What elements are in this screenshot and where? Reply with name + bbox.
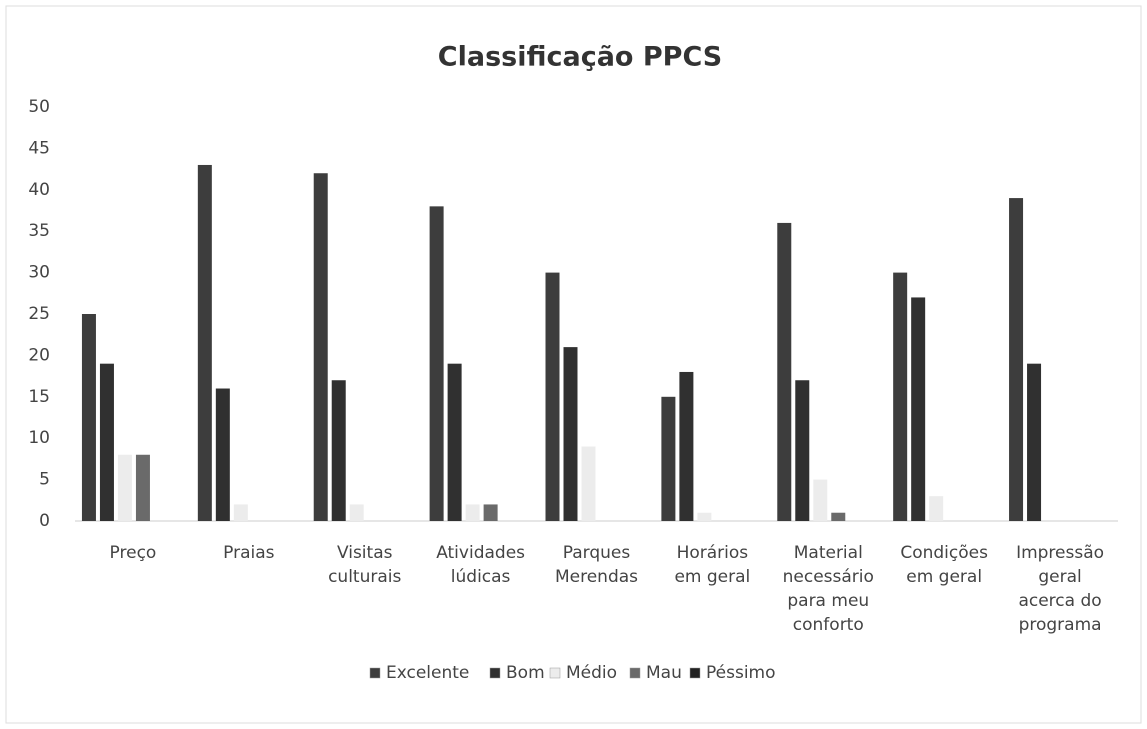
bar <box>447 363 462 521</box>
y-tick-label: 25 <box>28 304 50 324</box>
chart-title: Classificação PPCS <box>438 42 722 73</box>
legend-swatch <box>549 667 561 679</box>
y-tick-label: 35 <box>28 221 50 241</box>
bar <box>1009 198 1024 521</box>
x-tick-label: Parques Merendas <box>555 543 638 587</box>
bar <box>215 388 230 521</box>
bar <box>135 454 150 521</box>
bar <box>465 504 480 521</box>
legend-swatch <box>629 667 641 679</box>
bar <box>99 363 114 521</box>
x-tick-label: Praias <box>223 543 275 563</box>
bar <box>117 454 132 521</box>
legend-label: Mau <box>646 663 682 683</box>
bar <box>483 504 498 521</box>
bar <box>813 479 828 521</box>
y-tick-label: 40 <box>28 180 50 200</box>
y-tick-label: 0 <box>39 511 50 531</box>
y-tick-label: 15 <box>28 387 50 407</box>
legend-label: Bom <box>506 663 545 683</box>
y-tick-label: 20 <box>28 345 50 365</box>
x-tick-label: Visitas culturais <box>328 543 401 587</box>
bar <box>233 504 248 521</box>
x-tick-label: Impressão geral acerca do programa <box>1016 543 1104 635</box>
bar <box>197 164 212 521</box>
bar <box>545 272 560 521</box>
bar <box>429 206 444 522</box>
y-tick-label: 30 <box>28 263 50 283</box>
x-tick-label: Preço <box>110 543 157 563</box>
legend-label: Péssimo <box>706 663 776 683</box>
y-tick-label: 5 <box>39 470 50 490</box>
bar <box>893 272 908 521</box>
x-tick-label: Condições em geral <box>900 543 988 587</box>
bar <box>929 496 944 521</box>
bar <box>831 512 846 521</box>
bar <box>331 380 346 521</box>
y-tick-label: 50 <box>28 97 50 117</box>
bar <box>795 380 810 521</box>
bar <box>313 173 328 522</box>
bar <box>777 222 792 522</box>
x-tick-label: Material necessário para meu conforto <box>783 543 874 635</box>
bar <box>563 347 578 521</box>
legend-swatch <box>489 667 501 679</box>
y-tick-label: 10 <box>28 428 50 448</box>
bar <box>679 371 694 521</box>
x-tick-label: Atividades lúdicas <box>436 543 525 587</box>
y-tick-label: 45 <box>28 138 50 158</box>
bar <box>697 512 712 521</box>
bar <box>81 314 96 521</box>
bar <box>349 504 364 521</box>
bar <box>581 446 596 521</box>
bar <box>661 396 676 521</box>
legend-swatch <box>369 667 381 679</box>
bar <box>1027 363 1042 521</box>
legend-label: Médio <box>566 663 617 683</box>
bar <box>911 297 926 521</box>
legend-label: Excelente <box>386 663 469 683</box>
legend-swatch <box>689 667 701 679</box>
x-tick-label: Horários em geral <box>674 543 750 587</box>
